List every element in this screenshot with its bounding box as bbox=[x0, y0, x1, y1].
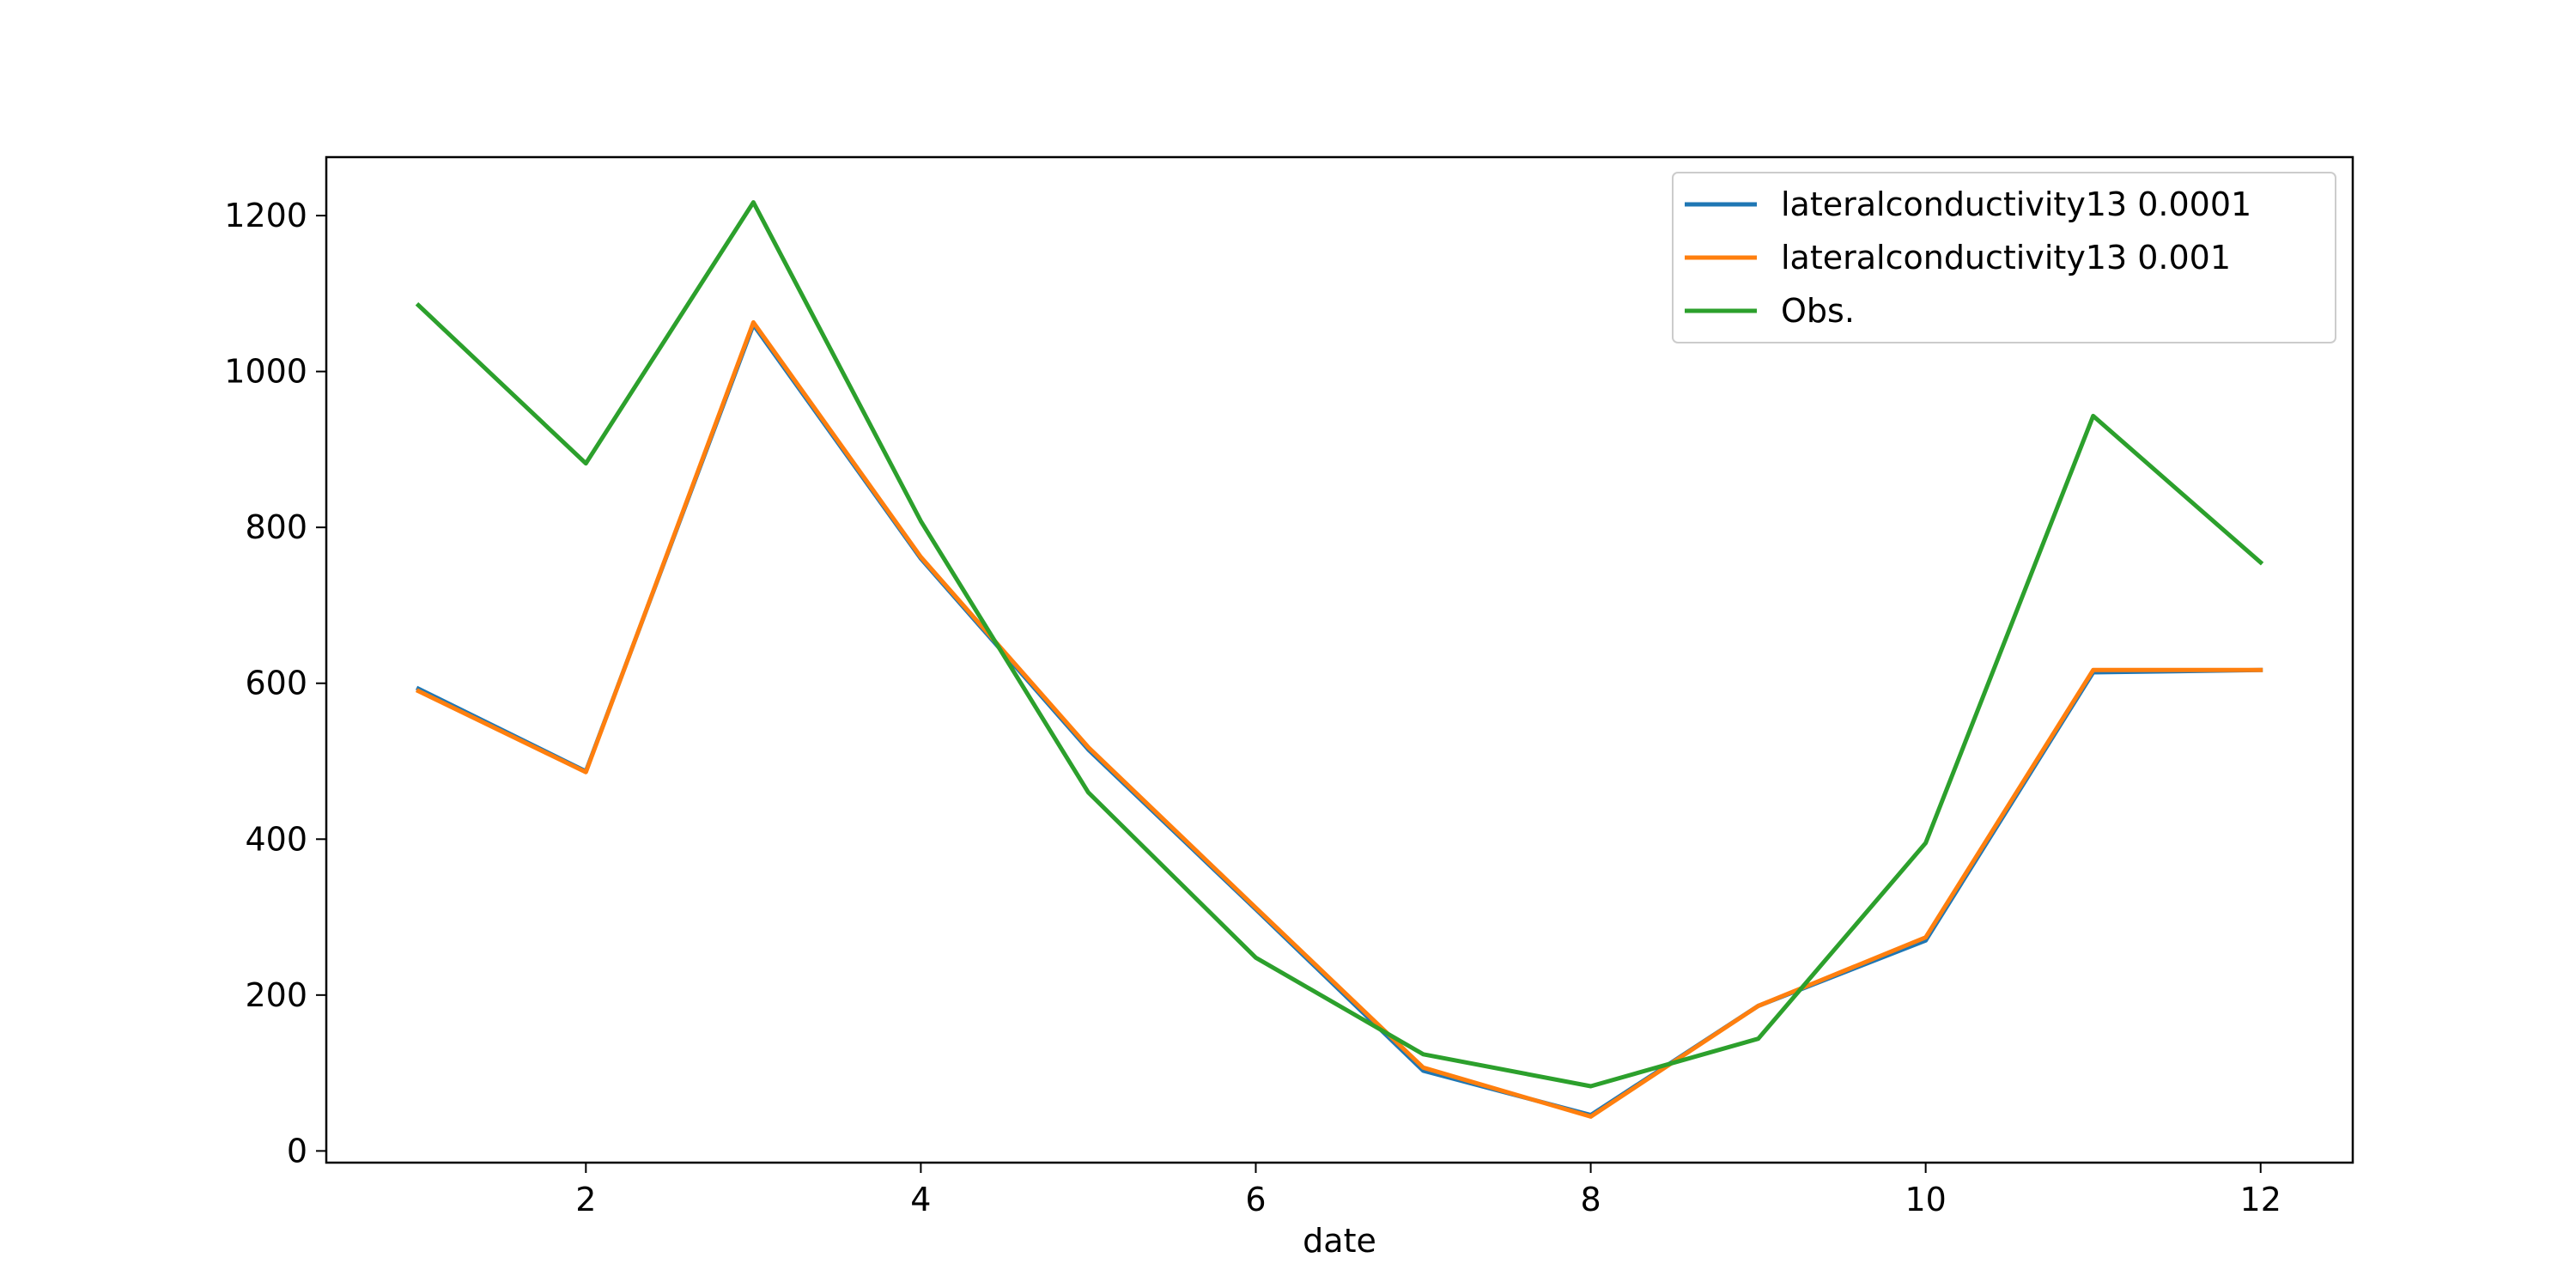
axes-frame bbox=[325, 155, 2354, 1164]
x-tick-label: 2 bbox=[575, 1181, 596, 1218]
y-tick-label: 1000 bbox=[224, 353, 307, 391]
legend: lateralconductivity13 0.0001 lateralcondu… bbox=[1672, 172, 2336, 343]
legend-label-2: lateralconductivity13 0.001 bbox=[1781, 239, 2231, 276]
x-axis: 2 4 6 8 10 12 bbox=[575, 1163, 2281, 1218]
series-layer bbox=[415, 200, 2264, 1119]
y-tick-label: 0 bbox=[287, 1132, 307, 1170]
y-tick-label: 800 bbox=[245, 508, 307, 546]
y-tick-label: 400 bbox=[245, 820, 307, 858]
x-axis-title: date bbox=[1303, 1222, 1376, 1260]
x-tick-label: 4 bbox=[910, 1181, 931, 1218]
y-tick-label: 1200 bbox=[224, 197, 307, 234]
y-tick-label: 600 bbox=[245, 665, 307, 702]
series-line-2 bbox=[415, 319, 2263, 1119]
y-tick-label: 200 bbox=[245, 976, 307, 1014]
x-tick-label: 10 bbox=[1905, 1181, 1946, 1218]
y-axis: 0 200 400 600 800 1000 1200 bbox=[224, 197, 326, 1170]
x-tick-label: 6 bbox=[1245, 1181, 1266, 1218]
series-line-3 bbox=[415, 200, 2264, 1089]
legend-label-1: lateralconductivity13 0.0001 bbox=[1781, 185, 2251, 223]
x-tick-label: 8 bbox=[1580, 1181, 1601, 1218]
legend-box bbox=[1672, 172, 2336, 343]
x-tick-label: 12 bbox=[2240, 1181, 2281, 1218]
legend-label-3: Obs. bbox=[1781, 292, 1855, 330]
